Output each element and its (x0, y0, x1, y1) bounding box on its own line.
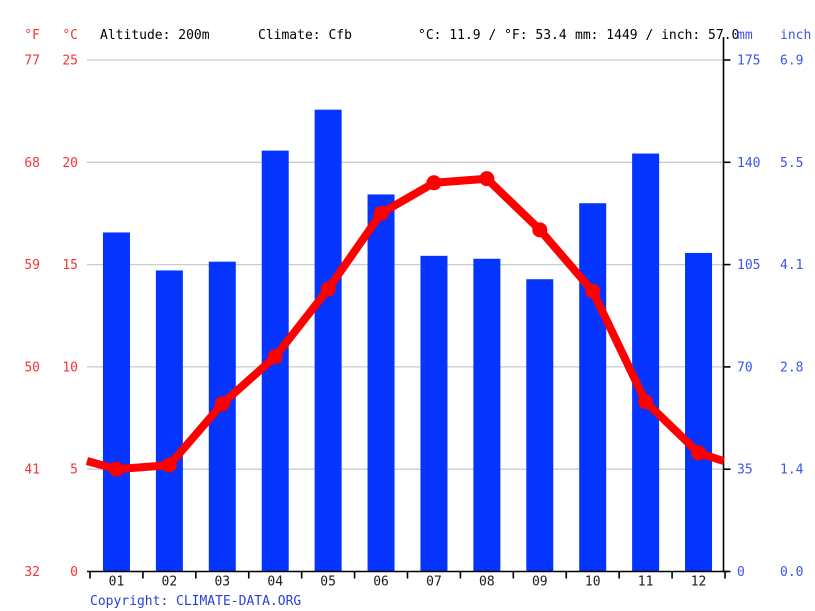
tick-label-mm-35: 35 (737, 463, 753, 478)
tick-label-mm-105: 105 (737, 258, 760, 273)
axis-labels-group: 77 25 175 6.968 20 140 5.559 15 105 4.150 10 70 2.84… (24, 54, 803, 590)
month-label-01: 01 (109, 575, 125, 590)
precip-bar-01 (102, 232, 130, 572)
tick-label-c-20: 20 (62, 156, 78, 171)
tick-label-c-10: 10 (62, 360, 78, 375)
tick-label-inch-4.1: 4.1 (780, 258, 803, 273)
tick-label-mm-140: 140 (737, 156, 760, 171)
month-label-07: 07 (426, 575, 442, 590)
temperature-point-04 (267, 349, 283, 365)
month-label-06: 06 (373, 575, 389, 590)
temperature-point-09 (532, 222, 548, 238)
celsius-axis-title: °C (62, 28, 78, 43)
copyright-label: Copyright: (90, 594, 168, 609)
gridlines-group (87, 59, 724, 470)
temperature-line (85, 174, 725, 474)
temperature-point-11 (638, 394, 654, 410)
avg-temperature-label: °C: 11.9 / °F: 53.4 (418, 28, 567, 43)
tick-label-mm-0: 0 (737, 565, 745, 580)
fahrenheit-axis-title: °F (24, 28, 40, 43)
tick-label-f-59: 59 (24, 258, 40, 273)
temperature-line-group (85, 171, 725, 477)
chart-header: °F °C Altitude: 200m Climate: Cfb °C: 11… (24, 28, 811, 43)
precip-bar-06 (367, 194, 395, 572)
tick-label-f-32: 32 (24, 565, 40, 580)
precip-bar-10 (579, 203, 607, 572)
precip-bar-11 (632, 153, 660, 572)
svg-text:Copyright: CLIMATE-DATA.: Copyright: CLIMATE-DATA.ORG (90, 594, 301, 609)
temperature-point-05 (320, 281, 336, 297)
altitude-label: Altitude: 200m (100, 28, 210, 43)
month-label-02: 02 (162, 575, 178, 590)
month-label-10: 10 (585, 575, 601, 590)
month-label-11: 11 (638, 575, 654, 590)
tick-label-c-15: 15 (62, 258, 78, 273)
temperature-point-06 (373, 205, 389, 221)
precip-bar-09 (526, 279, 554, 572)
mm-axis-title: mm (737, 28, 753, 43)
axes-group (87, 37, 731, 579)
tick-label-inch-1.4: 1.4 (780, 463, 804, 478)
precip-bar-02 (155, 270, 183, 572)
month-label-12: 12 (691, 575, 707, 590)
precipitation-bars-group (102, 109, 713, 572)
month-label-09: 09 (532, 575, 548, 590)
tick-label-mm-70: 70 (737, 360, 753, 375)
month-label-08: 08 (479, 575, 495, 590)
copyright-link[interactable]: CLIMATE-DATA.ORG (176, 594, 301, 609)
tick-label-f-77: 77 (24, 54, 40, 69)
precip-bar-12 (685, 252, 713, 572)
temperature-point-07 (426, 175, 442, 191)
climate-class-label: Climate: Cfb (258, 28, 352, 43)
tick-label-mm-175: 175 (737, 54, 760, 69)
tick-label-f-50: 50 (24, 360, 40, 375)
tick-label-inch-2.8: 2.8 (780, 360, 803, 375)
tick-label-c-25: 25 (62, 54, 78, 69)
total-precip-label: mm: 1449 / inch: 57.0 (575, 28, 739, 43)
temperature-point-12 (691, 445, 707, 461)
tick-label-inch-5.5: 5.5 (780, 156, 803, 171)
tick-label-inch-6.9: 6.9 (780, 54, 803, 69)
precip-bar-07 (420, 255, 448, 572)
tick-label-f-68: 68 (24, 156, 40, 171)
inch-axis-title: inch (780, 28, 811, 43)
tick-label-inch-0.0: 0.0 (780, 565, 803, 580)
chart-footer: Copyright: CLIMATE-DATA.ORG (90, 594, 301, 609)
temperature-point-01 (108, 461, 124, 477)
temperature-point-10 (585, 283, 601, 299)
tick-label-c-5: 5 (70, 463, 78, 478)
precip-bar-05 (314, 109, 342, 572)
month-label-03: 03 (214, 575, 230, 590)
tick-label-c-0: 0 (70, 565, 78, 580)
month-label-05: 05 (320, 575, 336, 590)
precip-bar-08 (473, 258, 501, 572)
month-label-04: 04 (267, 575, 283, 590)
temperature-point-08 (479, 171, 495, 187)
temperature-point-03 (214, 396, 230, 412)
temperature-point-02 (161, 457, 177, 473)
tick-label-f-41: 41 (24, 463, 40, 478)
